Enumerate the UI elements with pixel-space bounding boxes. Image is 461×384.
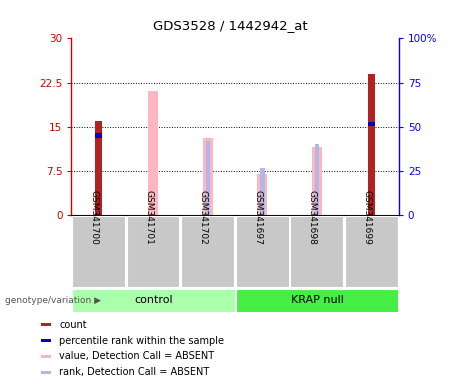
Text: GSM341701: GSM341701 [144,190,153,245]
Text: GSM341699: GSM341699 [362,190,372,245]
Bar [41,323,51,326]
Bar [315,144,319,215]
Bar [368,74,375,215]
Bar [290,216,343,287]
Text: genotype/variation ▶: genotype/variation ▶ [5,296,100,305]
Text: KRAP null: KRAP null [290,295,343,306]
Bar [258,174,267,215]
Bar [236,289,398,312]
Bar [345,216,398,287]
Bar [72,216,125,287]
Bar [95,134,102,137]
Text: count: count [59,320,87,330]
Text: GSM341697: GSM341697 [254,190,262,245]
Bar [127,216,179,287]
Bar [260,168,265,215]
Bar [41,339,51,342]
Text: GSM341700: GSM341700 [90,190,99,245]
Text: control: control [134,295,172,306]
Bar [368,122,375,126]
Bar [148,91,158,215]
Bar [41,371,51,374]
Text: GDS3528 / 1442942_at: GDS3528 / 1442942_at [153,19,308,32]
Bar [41,355,51,358]
Text: GSM341698: GSM341698 [308,190,317,245]
Text: value, Detection Call = ABSENT: value, Detection Call = ABSENT [59,351,214,361]
Text: percentile rank within the sample: percentile rank within the sample [59,336,224,346]
Text: rank, Detection Call = ABSENT: rank, Detection Call = ABSENT [59,367,209,377]
Bar [181,216,234,287]
Bar [312,147,322,215]
Bar [95,121,102,215]
Text: GSM341702: GSM341702 [199,190,208,245]
Bar [72,289,235,312]
Bar [203,139,213,215]
Bar [236,216,289,287]
Bar [206,141,210,215]
